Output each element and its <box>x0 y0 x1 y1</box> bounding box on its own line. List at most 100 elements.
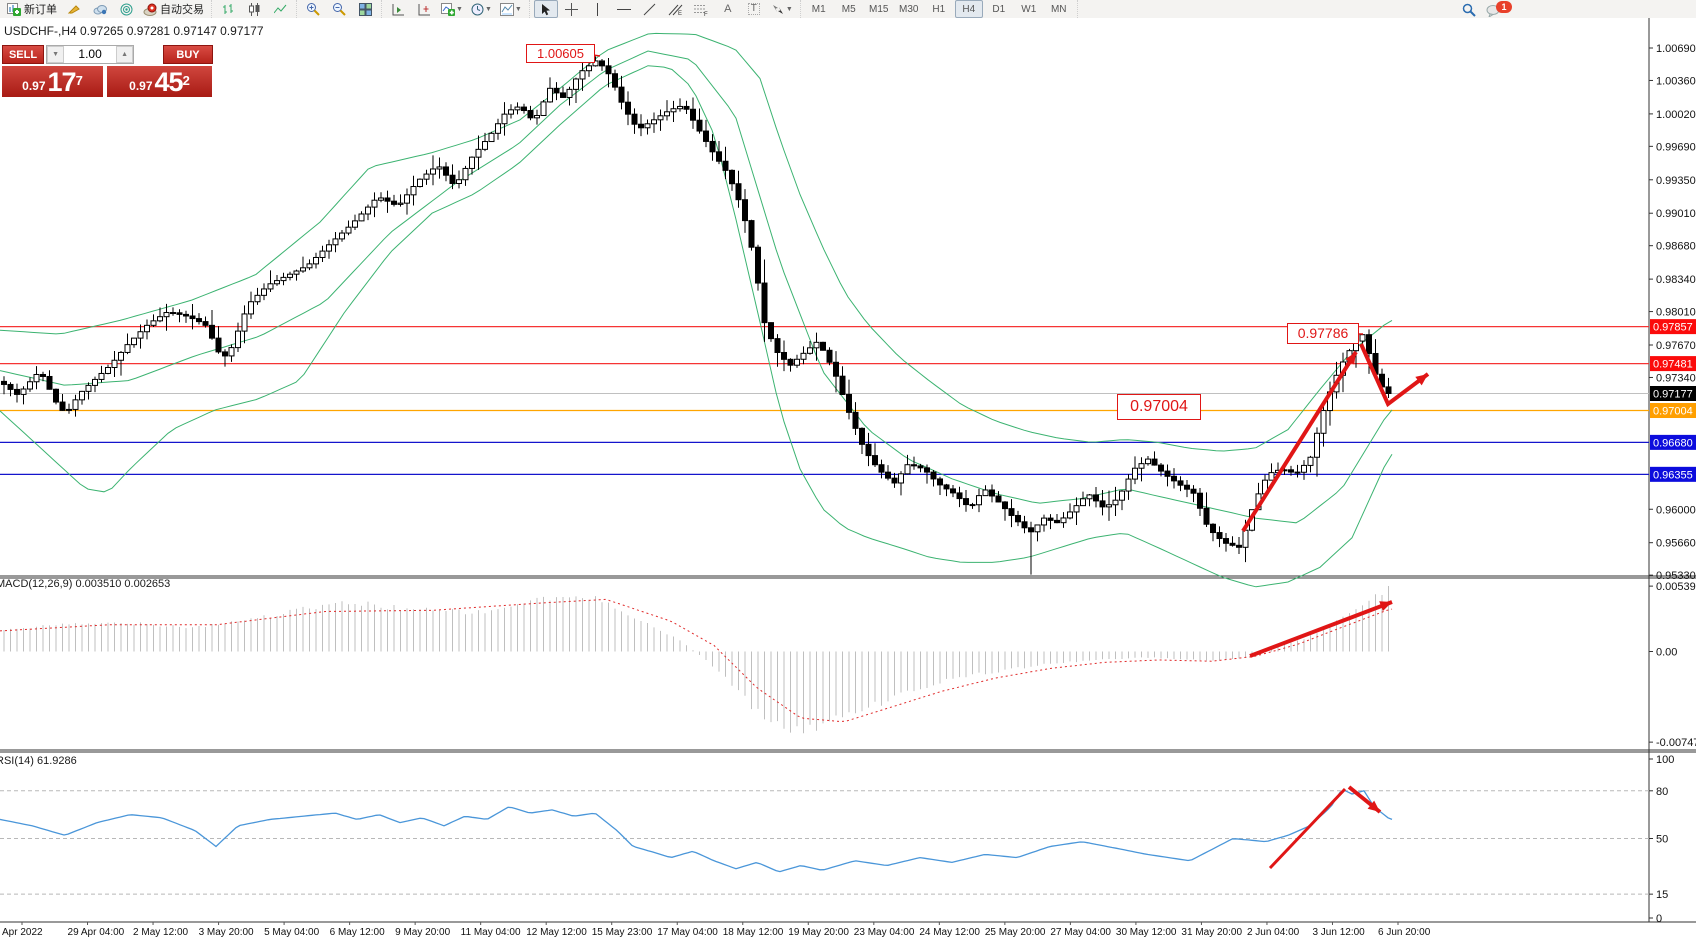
svg-text:0.00: 0.00 <box>1656 647 1677 659</box>
buy-price-big: 45 <box>154 67 184 97</box>
svg-text:Apr 2022: Apr 2022 <box>2 927 43 938</box>
buy-price[interactable]: 0.97 45 2 <box>107 66 212 97</box>
svg-text:0.98340: 0.98340 <box>1656 274 1696 286</box>
svg-text:F: F <box>704 12 708 16</box>
zoom-in-button[interactable] <box>301 0 325 18</box>
level-lines-layer <box>0 326 1649 475</box>
line-chart-button[interactable] <box>268 0 292 18</box>
arrows-tool-button[interactable]: ▼ <box>768 0 796 18</box>
svg-text:E: E <box>678 11 682 16</box>
signals-icon <box>120 3 132 15</box>
indicators-icon <box>441 2 455 16</box>
svg-text:24 May 12:00: 24 May 12:00 <box>919 927 980 938</box>
crosshair-icon <box>565 2 579 16</box>
channel-tool-button[interactable]: E <box>664 0 688 18</box>
timeframe-button-m30[interactable]: M30 <box>899 3 919 15</box>
price-annotation-box-0.97786[interactable]: 0.97786 <box>1287 323 1359 344</box>
sell-price-prefix: 0.97 <box>22 79 46 93</box>
rsi-line <box>0 789 1393 873</box>
toolbar-group-zoom <box>297 0 382 18</box>
svg-text:-0.007478: -0.007478 <box>1656 737 1696 749</box>
sell-price[interactable]: 0.97 17 7 <box>2 66 103 97</box>
svg-text:6 Jun 20:00: 6 Jun 20:00 <box>1378 927 1431 938</box>
price-annotation-box-1.00605[interactable]: 1.00605 <box>526 44 595 63</box>
chart-canvas[interactable]: 1.00690 1.00360 1.00020 0.99690 0.99350 0.990… <box>0 18 1696 938</box>
svg-text:0.97481: 0.97481 <box>1653 359 1693 371</box>
bar-chart-button[interactable] <box>216 0 240 18</box>
volume-increase-button[interactable]: ▲ <box>116 46 134 63</box>
macd-layer <box>0 585 1393 734</box>
volume-decrease-button[interactable]: ▼ <box>47 46 65 63</box>
toolbar: 新订单 自动交易 ▼ ▼ ▼ E F A T ▼ M1 M5 M1 <box>0 0 1696 19</box>
timeframe-button-w1[interactable]: W1 <box>1021 3 1037 15</box>
svg-text:23 May 04:00: 23 May 04:00 <box>854 927 915 938</box>
trendline-icon <box>643 3 656 15</box>
svg-text:0.96355: 0.96355 <box>1653 469 1693 481</box>
autotrade-icon <box>143 3 157 16</box>
vline-tool-button[interactable] <box>586 0 610 18</box>
autotrade-button[interactable]: 自动交易 <box>140 0 207 18</box>
timeframe-button-m1[interactable]: M1 <box>811 3 826 15</box>
svg-text:0.99690: 0.99690 <box>1656 141 1696 153</box>
signals-button[interactable] <box>114 0 138 18</box>
zoom-out-button[interactable] <box>327 0 351 18</box>
svg-text:9 May 20:00: 9 May 20:00 <box>395 927 450 938</box>
svg-text:1.00020: 1.00020 <box>1656 109 1696 121</box>
timeframe-button-m5[interactable]: M5 <box>841 3 856 15</box>
trendline-tool-button[interactable] <box>638 0 662 18</box>
timeframe-button-h1[interactable]: H1 <box>932 3 946 15</box>
buy-price-sup: 2 <box>182 73 190 88</box>
hline-tool-button[interactable] <box>612 0 636 18</box>
svg-text:0.99010: 0.99010 <box>1656 208 1696 220</box>
tile-windows-button[interactable] <box>353 0 377 18</box>
channel-icon: E <box>668 4 683 16</box>
new-order-icon <box>7 2 21 16</box>
vline-icon <box>597 2 599 16</box>
one-click-trading-panel: SELL ▼ 1.00 ▲ BUY 0.97 17 7 0.97 45 2 <box>2 45 213 97</box>
new-order-button[interactable]: 新订单 <box>4 0 60 18</box>
buy-button[interactable]: BUY <box>163 45 213 64</box>
indicators-button[interactable]: ▼ <box>438 0 466 18</box>
volume-value[interactable]: 1.00 <box>78 47 102 61</box>
bar-chart-icon <box>222 3 233 14</box>
crayon-button[interactable] <box>62 0 86 18</box>
svg-text:0.98680: 0.98680 <box>1656 241 1696 253</box>
svg-text:0.005394: 0.005394 <box>1656 581 1696 593</box>
templates-button[interactable]: ▼ <box>497 0 525 18</box>
timeframe-button-h4[interactable]: H4 <box>954 0 983 18</box>
hline-icon <box>616 8 631 10</box>
candle-chart-button[interactable] <box>242 0 266 18</box>
sell-button[interactable]: SELL <box>2 45 45 64</box>
templates-icon <box>499 2 514 16</box>
text-tool-button[interactable]: A <box>716 0 740 18</box>
svg-text:6 May 12:00: 6 May 12:00 <box>330 927 385 938</box>
timeframe-button-m15[interactable]: M15 <box>869 3 889 15</box>
svg-text:1.00360: 1.00360 <box>1656 75 1696 87</box>
zoom-in-icon <box>307 3 320 16</box>
cloud-button[interactable] <box>88 0 112 18</box>
svg-text:31 May 20:00: 31 May 20:00 <box>1181 927 1242 938</box>
search-button[interactable] <box>1457 1 1481 19</box>
fibonacci-tool-button[interactable]: F <box>690 0 714 18</box>
crosshair-tool-button[interactable] <box>560 0 584 18</box>
toolbar-group-objects: ▼ ▼ ▼ <box>382 0 530 18</box>
chart-forward-button[interactable] <box>386 0 410 18</box>
fibonacci-icon: F <box>694 4 708 16</box>
sell-price-big: 17 <box>47 67 77 97</box>
svg-text:18 May 12:00: 18 May 12:00 <box>723 927 784 938</box>
notifications-button[interactable]: 1 <box>1483 1 1515 19</box>
svg-text:12 May 12:00: 12 May 12:00 <box>526 927 587 938</box>
label-tool-button[interactable]: T <box>742 0 766 18</box>
bollinger-upper <box>0 32 1393 452</box>
price-axis: 1.00690 1.00360 1.00020 0.99690 0.99350 0.990… <box>1649 43 1696 925</box>
cursor-tool-button[interactable] <box>533 0 558 18</box>
chart-shift-button[interactable] <box>412 0 436 18</box>
price-annotation-box-0.97004[interactable]: 0.97004 <box>1117 394 1201 420</box>
search-icon <box>1462 3 1476 17</box>
chart-forward-icon <box>392 3 404 15</box>
new-order-label: 新订单 <box>24 4 57 16</box>
rsi-layer <box>0 789 1649 895</box>
periods-button[interactable]: ▼ <box>468 0 495 18</box>
timeframe-button-d1[interactable]: D1 <box>992 3 1006 15</box>
timeframe-button-mn[interactable]: MN <box>1050 3 1067 15</box>
